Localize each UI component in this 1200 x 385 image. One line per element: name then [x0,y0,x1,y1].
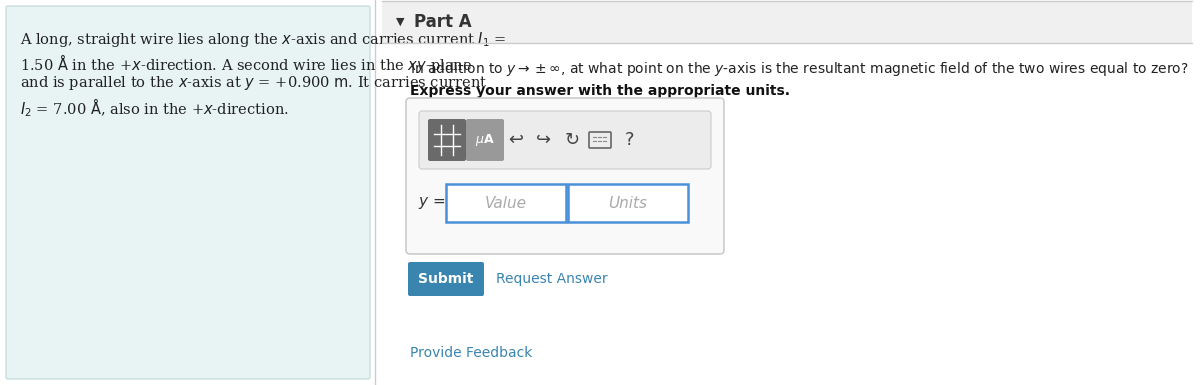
FancyBboxPatch shape [406,98,724,254]
Text: 1.50 $\mathrm{\AA}$ in the +$x$-direction. A second wire lies in the $xy$-plane: 1.50 $\mathrm{\AA}$ in the +$x$-directio… [20,52,472,75]
Text: ▼: ▼ [396,17,404,27]
Text: and is parallel to the $x$-axis at $y$ = +0.900 $\mathrm{m}$. It carries current: and is parallel to the $x$-axis at $y$ =… [20,74,487,92]
Text: Part A: Part A [414,13,472,31]
Text: In addition to $y\rightarrow \pm \infty$, at what point on the $y$-axis is the r: In addition to $y\rightarrow \pm \infty$… [410,60,1189,78]
Text: ?: ? [625,131,635,149]
FancyBboxPatch shape [428,119,466,161]
Bar [382,1,1192,43]
Text: ↪: ↪ [536,131,552,149]
FancyBboxPatch shape [589,132,611,148]
Text: Request Answer: Request Answer [496,272,607,286]
Bar [446,184,566,222]
Text: Units: Units [608,196,648,211]
FancyBboxPatch shape [419,111,710,169]
Text: ↩: ↩ [509,131,523,149]
Text: Submit: Submit [419,272,474,286]
FancyBboxPatch shape [408,262,484,296]
Text: Express your answer with the appropriate units.: Express your answer with the appropriate… [410,84,790,98]
FancyBboxPatch shape [466,119,504,161]
FancyBboxPatch shape [6,6,370,379]
Text: A long, straight wire lies along the $x$-axis and carries current $I_1$ =: A long, straight wire lies along the $x$… [20,30,506,49]
Text: $\mu$A: $\mu$A [475,132,494,148]
Text: Value: Value [485,196,527,211]
Text: $y$ =: $y$ = [418,195,445,211]
Text: Provide Feedback: Provide Feedback [410,346,533,360]
Text: ↻: ↻ [564,131,580,149]
Bar [568,184,688,222]
Text: $I_2$ = 7.00 $\mathrm{\AA}$, also in the +$x$-direction.: $I_2$ = 7.00 $\mathrm{\AA}$, also in the… [20,96,289,119]
